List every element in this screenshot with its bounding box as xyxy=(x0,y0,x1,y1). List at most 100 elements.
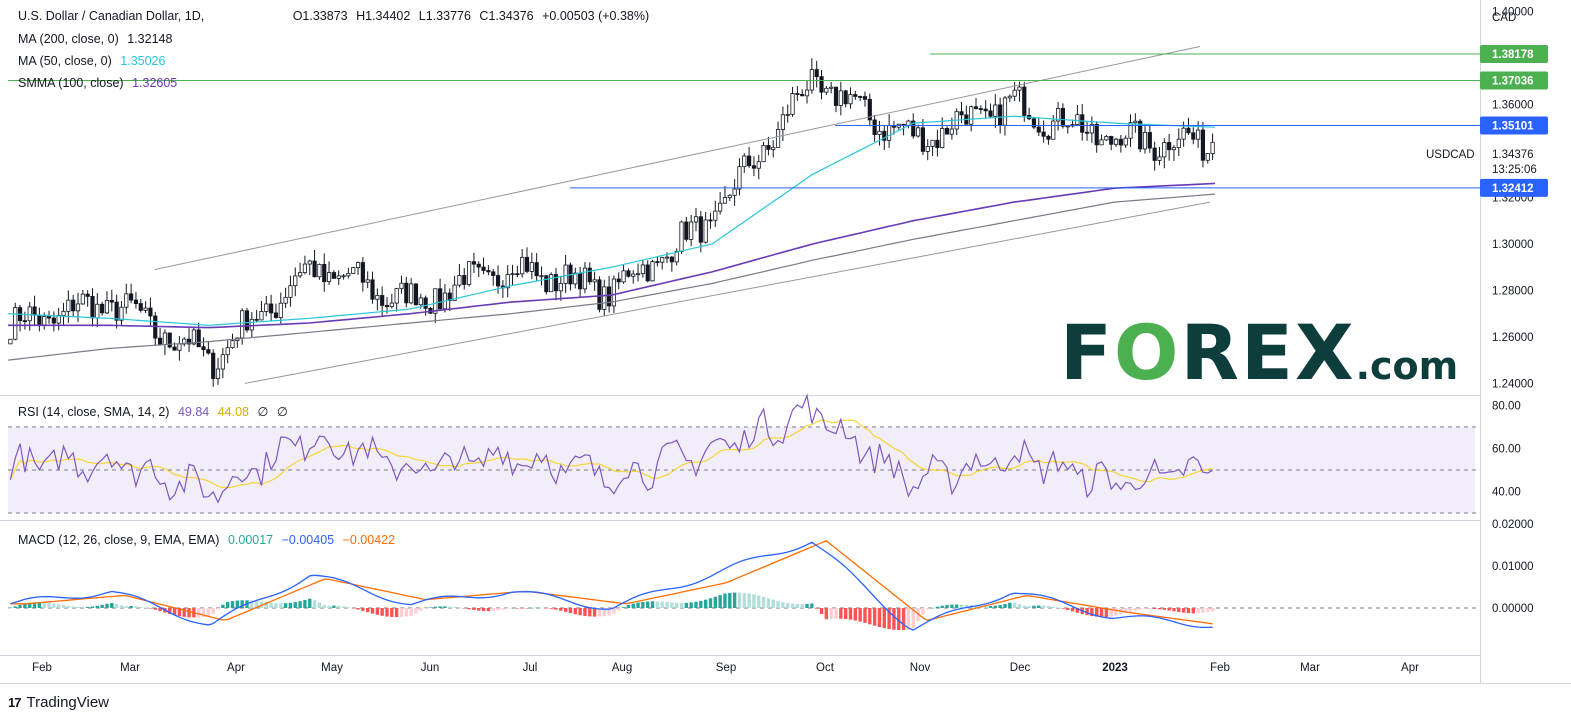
rsi-pane[interactable] xyxy=(8,393,1480,514)
macd-histogram-bar xyxy=(303,600,307,608)
channel-lower-line xyxy=(244,201,1211,384)
candle xyxy=(925,139,930,161)
macd-histogram-bar xyxy=(182,608,186,617)
candle xyxy=(326,261,332,285)
candle xyxy=(1133,113,1138,133)
price-tick-label: 1.28000 xyxy=(1492,285,1534,297)
candle-body xyxy=(13,307,18,340)
candle xyxy=(949,117,954,140)
candle xyxy=(621,264,626,284)
candle xyxy=(930,139,935,156)
macd-histogram-bar xyxy=(467,608,471,610)
macd-legend[interactable]: MACD (12, 26, close, 9, EMA, EMA) 0.0001… xyxy=(18,533,400,547)
candle-body xyxy=(1171,147,1177,151)
macd-histogram-bar xyxy=(143,607,148,608)
macd-histogram-bar xyxy=(394,608,399,618)
candle-body xyxy=(413,283,419,306)
candle-body xyxy=(124,293,129,308)
candle xyxy=(969,105,974,132)
candle-body xyxy=(973,106,979,109)
tradingview-footer[interactable]: 17 TradingView xyxy=(8,694,109,711)
smma100-legend[interactable]: SMMA (100, close) 1.32605 xyxy=(18,76,182,90)
macd-histogram-bar xyxy=(438,606,442,608)
macd-pane[interactable] xyxy=(8,540,1480,631)
macd-tick-label: 0.01000 xyxy=(1492,561,1534,573)
time-tick-label: 2023 xyxy=(1102,662,1128,674)
macd-histogram-bar xyxy=(428,607,433,608)
candle-body xyxy=(761,145,766,163)
macd-histogram-bar xyxy=(636,602,640,608)
macd-histogram-bar xyxy=(853,608,858,621)
candle-body xyxy=(71,299,76,312)
ohlc-open: O1.33873 xyxy=(292,9,348,23)
tradingview-brand: TradingView xyxy=(26,694,110,711)
candle xyxy=(693,207,699,232)
macd-histogram-bar xyxy=(264,602,268,608)
macd-histogram-bar xyxy=(573,608,577,615)
candle-body xyxy=(259,311,264,321)
watermark-f: F xyxy=(1060,308,1114,397)
ma50-legend[interactable]: MA (50, close, 0) 1.35026 xyxy=(18,54,170,68)
macd-histogram-bar xyxy=(177,608,182,617)
tradingview-logo-icon: 17 xyxy=(8,695,22,710)
macd-histogram-bar xyxy=(365,608,370,613)
candle-body xyxy=(80,293,85,305)
candle xyxy=(872,114,877,142)
candle xyxy=(269,294,274,321)
candle xyxy=(143,301,148,314)
macd-histogram-bar xyxy=(897,608,901,631)
candle-body xyxy=(466,261,472,285)
candle xyxy=(370,271,375,304)
candle-body xyxy=(220,354,225,370)
price-pane[interactable] xyxy=(7,45,1480,387)
candle xyxy=(1210,133,1215,161)
candle-body xyxy=(809,69,814,91)
axes: 1.400001.360001.320001.300001.280001.260… xyxy=(32,7,1548,674)
candle-body xyxy=(100,303,105,314)
candle-body xyxy=(780,114,785,130)
candle xyxy=(66,290,71,323)
macd-histogram-bar xyxy=(872,608,877,626)
candle-body xyxy=(983,108,988,112)
candle-body xyxy=(32,306,37,316)
macd-histogram-bar xyxy=(18,604,22,608)
macd-histogram-bar xyxy=(674,602,679,608)
candle-body xyxy=(298,272,303,277)
time-tick-label: Dec xyxy=(1010,662,1031,674)
candle-body xyxy=(1065,125,1070,128)
time-tick-label: May xyxy=(321,662,343,674)
candle-body xyxy=(109,300,114,303)
ma200-legend[interactable]: MA (200, close, 0) 1.32148 xyxy=(18,32,177,46)
candle-body xyxy=(520,256,525,275)
candle-body xyxy=(66,299,71,312)
candle-body xyxy=(1191,132,1196,140)
candle xyxy=(114,294,119,329)
rsi-legend[interactable]: RSI (14, close, SMA, 14, 2) 49.84 44.08 … xyxy=(18,404,293,419)
candle-body xyxy=(230,340,235,349)
candle-body xyxy=(61,310,66,316)
candle-body xyxy=(756,161,761,169)
candle-body xyxy=(1157,156,1162,161)
macd-histogram-bar xyxy=(728,592,732,608)
candle-body xyxy=(215,368,221,379)
candle xyxy=(544,275,549,295)
macd-histogram-bar xyxy=(568,608,573,614)
candle-body xyxy=(244,310,250,331)
macd-histogram-bar xyxy=(457,607,462,609)
candle-body xyxy=(920,127,925,152)
candle xyxy=(756,154,761,180)
macd-histogram-bar xyxy=(52,603,56,608)
macd-histogram-bar xyxy=(650,601,655,608)
candle xyxy=(438,278,443,310)
candle-body xyxy=(336,275,341,279)
macd-histogram-bar xyxy=(462,608,466,609)
macd-histogram-bar xyxy=(795,604,800,608)
macd-histogram-bar xyxy=(901,608,906,631)
candle xyxy=(655,256,660,267)
macd-histogram-bar xyxy=(1162,608,1166,610)
candle-body xyxy=(867,98,872,121)
candle xyxy=(409,278,414,305)
symbol-title: U.S. Dollar / Canadian Dollar, 1D, xyxy=(18,9,205,23)
ohlc-change: +0.00503 (+0.38%) xyxy=(542,9,650,23)
